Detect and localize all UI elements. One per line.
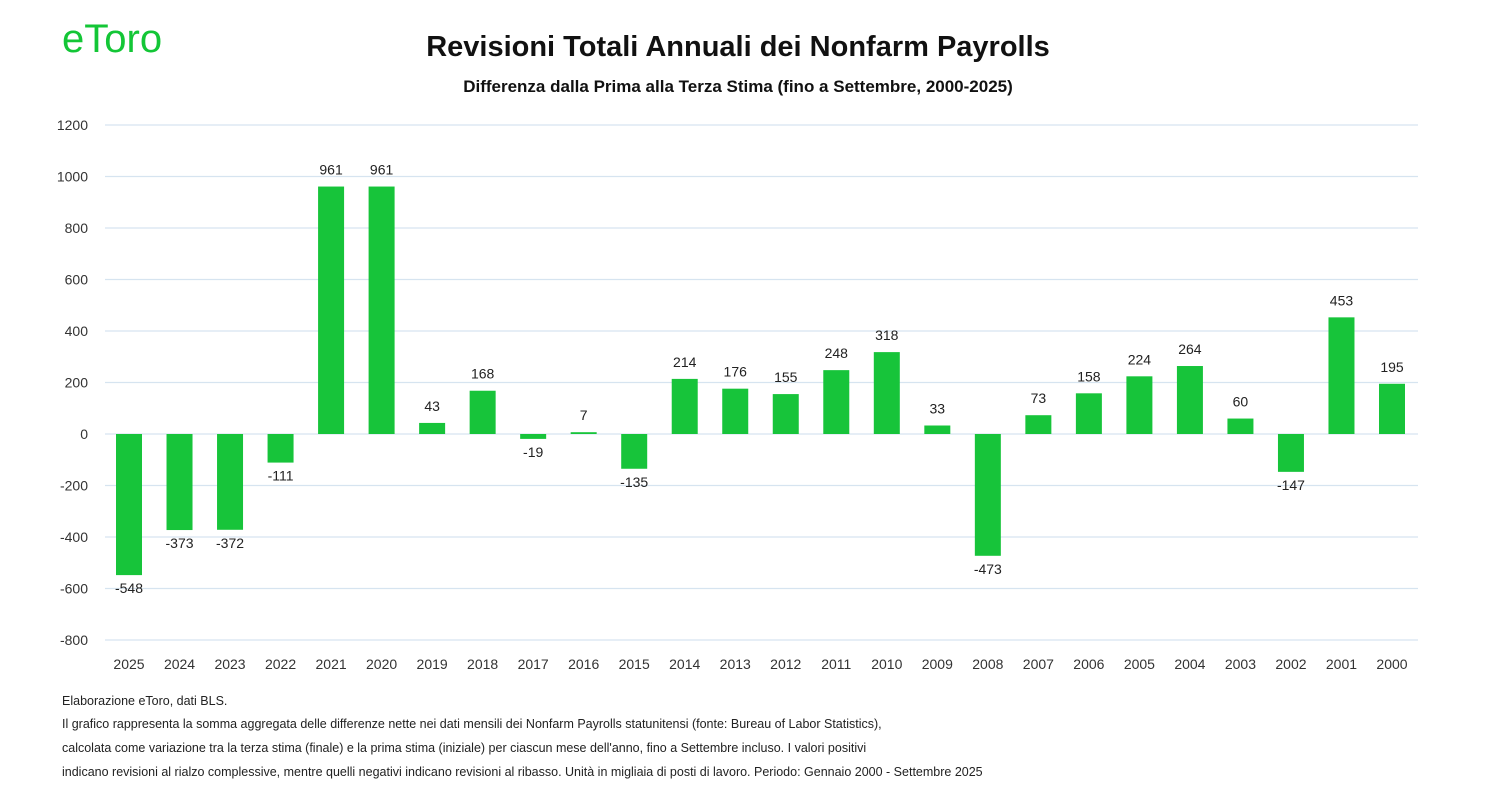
x-tick-label: 2020	[366, 656, 397, 672]
x-tick-label: 2023	[214, 656, 245, 672]
y-tick-label: 800	[65, 220, 89, 236]
x-tick-label: 2025	[113, 656, 144, 672]
bar-2018	[469, 390, 496, 434]
x-tick-label: 2007	[1023, 656, 1054, 672]
y-tick-label: -200	[60, 478, 88, 494]
data-label-2009: 33	[930, 401, 946, 417]
data-label-2001: 453	[1330, 292, 1354, 308]
x-tick-label: 2009	[922, 656, 953, 672]
bar-2007	[1025, 415, 1052, 434]
data-label-2025: -548	[115, 580, 143, 596]
bar-2020	[368, 186, 395, 434]
y-tick-label: 1200	[57, 117, 88, 133]
x-tick-label: 2014	[669, 656, 700, 672]
bar-2016	[570, 432, 597, 434]
data-label-2002: -147	[1277, 477, 1305, 493]
x-tick-label: 2012	[770, 656, 801, 672]
x-tick-label: 2000	[1376, 656, 1407, 672]
data-label-2014: 214	[673, 354, 697, 370]
bar-2014	[671, 378, 698, 434]
bar-2000	[1379, 383, 1405, 434]
y-tick-label: -800	[60, 632, 88, 648]
bar-2024	[166, 434, 193, 531]
bar-2004	[1176, 366, 1203, 434]
data-label-2006: 158	[1077, 368, 1101, 384]
data-label-2018: 168	[471, 366, 495, 382]
bar-2011	[823, 370, 850, 434]
data-label-2021: 961	[319, 162, 343, 178]
y-tick-label: 400	[65, 323, 89, 339]
data-label-2022: -111	[268, 468, 294, 484]
x-tick-label: 2021	[316, 656, 347, 672]
bar-2022	[267, 434, 294, 463]
bar-2025	[116, 434, 142, 576]
x-tick-label: 2001	[1326, 656, 1357, 672]
footer-source: Elaborazione eToro, dati BLS.	[62, 694, 228, 708]
footer-note-line-1: Il grafico rappresenta la somma aggregat…	[62, 717, 882, 731]
bar-2009	[924, 425, 951, 434]
x-tick-label: 2008	[972, 656, 1003, 672]
x-tick-label: 2011	[821, 656, 851, 672]
footer-note-line-2: calcolata come variazione tra la terza s…	[62, 741, 867, 755]
data-label-2011: 248	[825, 345, 849, 361]
y-tick-label: -600	[60, 581, 88, 597]
y-tick-label: 0	[80, 426, 88, 442]
x-tick-label: 2016	[568, 656, 599, 672]
y-tick-label: 600	[65, 272, 89, 288]
x-tick-label: 2024	[164, 656, 195, 672]
x-tick-label: 2013	[720, 656, 751, 672]
data-label-2010: 318	[875, 327, 899, 343]
y-tick-label: -400	[60, 529, 88, 545]
x-tick-label: 2006	[1073, 656, 1104, 672]
data-label-2007: 73	[1031, 390, 1047, 406]
data-label-2015: -135	[620, 474, 648, 490]
y-tick-label: 1000	[57, 169, 88, 185]
data-label-2004: 264	[1178, 341, 1202, 357]
bar-2015	[621, 434, 648, 469]
chart-title: Revisioni Totali Annuali dei Nonfarm Pay…	[426, 31, 1050, 63]
x-tick-label: 2010	[871, 656, 902, 672]
x-tick-label: 2022	[265, 656, 296, 672]
x-tick-label: 2019	[417, 656, 448, 672]
data-label-2008: -473	[974, 561, 1002, 577]
data-label-2012: 155	[774, 369, 798, 385]
etoro-logo: eToro	[62, 17, 162, 61]
chart-subtitle: Differenza dalla Prima alla Terza Stima …	[463, 77, 1013, 96]
bar-2005	[1126, 376, 1153, 434]
bar-2023	[217, 434, 244, 530]
bar-2021	[318, 186, 345, 434]
x-tick-label: 2004	[1174, 656, 1205, 672]
data-label-2019: 43	[424, 398, 440, 414]
bar-2013	[722, 388, 749, 434]
data-label-2020: 961	[370, 162, 394, 178]
data-label-2000: 195	[1380, 359, 1404, 375]
x-tick-label: 2005	[1124, 656, 1155, 672]
bar-2003	[1227, 418, 1254, 434]
x-tick-label: 2017	[518, 656, 549, 672]
bar-2017	[520, 434, 547, 439]
data-label-2005: 224	[1128, 351, 1152, 367]
bar-2001	[1328, 317, 1355, 434]
bar-2012	[772, 394, 799, 434]
x-tick-label: 2015	[619, 656, 650, 672]
data-label-2017: -19	[523, 444, 543, 460]
data-label-2024: -373	[166, 535, 194, 551]
data-label-2016: 7	[580, 407, 588, 423]
y-tick-label: 200	[65, 375, 89, 391]
bar-2019	[419, 422, 446, 434]
data-label-2013: 176	[724, 364, 748, 380]
x-tick-label: 2003	[1225, 656, 1256, 672]
bar-2008	[974, 434, 1001, 556]
x-tick-label: 2018	[467, 656, 498, 672]
data-label-2023: -372	[216, 535, 244, 551]
bar-2010	[873, 352, 900, 434]
footer-note-line-3: indicano revisioni al rialzo complessive…	[62, 765, 983, 779]
x-tick-label: 2002	[1275, 656, 1306, 672]
bar-2002	[1277, 434, 1304, 472]
bar-2006	[1075, 393, 1102, 434]
data-label-2003: 60	[1233, 394, 1249, 410]
